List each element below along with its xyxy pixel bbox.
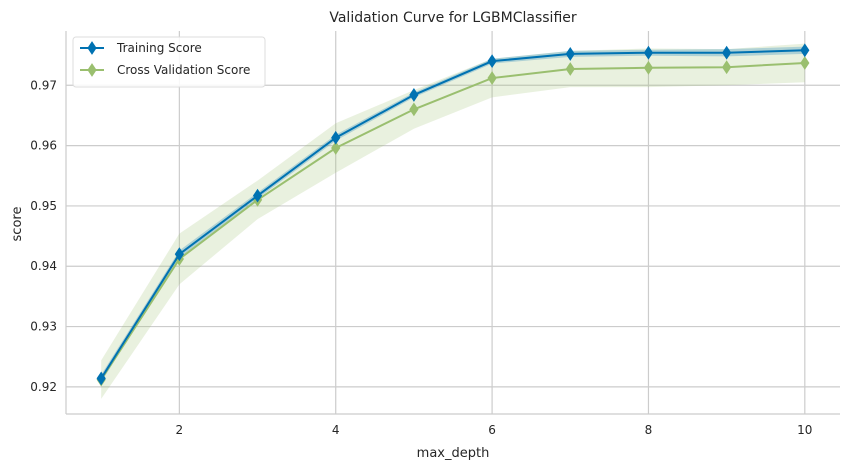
- legend-box: [72, 36, 266, 88]
- data-point-training: [252, 188, 263, 203]
- y-axis-label: score: [10, 207, 25, 242]
- x-tick-label: 10: [797, 423, 812, 437]
- y-tick-label: 0.97: [30, 78, 57, 92]
- legend-label-training: Training Score: [116, 41, 202, 55]
- chart-title: Validation Curve for LGBMClassifier: [329, 10, 577, 26]
- y-tick-label: 0.95: [30, 199, 57, 213]
- x-axis-label: max_depth: [417, 446, 490, 461]
- grid: [66, 31, 840, 414]
- data-point-training: [800, 43, 810, 58]
- legend-label-cross-validation: Cross Validation Score: [117, 63, 250, 77]
- y-tick-label: 0.92: [30, 380, 57, 394]
- x-tick-label: 8: [645, 423, 653, 437]
- data-point-cross-validation: [643, 60, 654, 75]
- data-point-training: [174, 247, 184, 262]
- data-point-training: [96, 371, 106, 386]
- data-point-training: [722, 45, 732, 60]
- data-point-cross-validation: [722, 60, 732, 75]
- x-tick-label: 6: [488, 423, 496, 437]
- data-point-cross-validation: [800, 56, 810, 70]
- data-point-training: [331, 130, 341, 145]
- data-point-cross-validation: [487, 71, 497, 85]
- y-tick-label: 0.94: [30, 259, 57, 273]
- y-tick-label: 0.93: [30, 320, 57, 334]
- data-point-training: [409, 88, 419, 102]
- series-training: [96, 43, 810, 386]
- data-point-training: [487, 54, 497, 69]
- data-point-training: [565, 47, 575, 61]
- legend-marker-cross-validation: [87, 63, 97, 77]
- series-line-cross-validation: [100, 61, 805, 381]
- x-tick-label: 4: [332, 423, 340, 437]
- y-tick-label: 0.96: [30, 139, 57, 153]
- data-point-training: [643, 45, 654, 60]
- legend: Training Score Cross Validation Score: [72, 36, 266, 88]
- data-point-cross-validation: [409, 102, 419, 117]
- tick-labels: 2 4 6 8 10 0.92 0.93 0.94 0.95 0.96 0.97: [30, 78, 812, 437]
- legend-marker-training: [87, 41, 97, 55]
- x-tick-label: 2: [176, 423, 184, 437]
- data-point-cross-validation: [331, 141, 341, 155]
- plot-area: [66, 31, 840, 414]
- series-line-training: [100, 49, 805, 379]
- data-point-cross-validation: [565, 62, 575, 76]
- series-band-cross-validation: [101, 43, 805, 399]
